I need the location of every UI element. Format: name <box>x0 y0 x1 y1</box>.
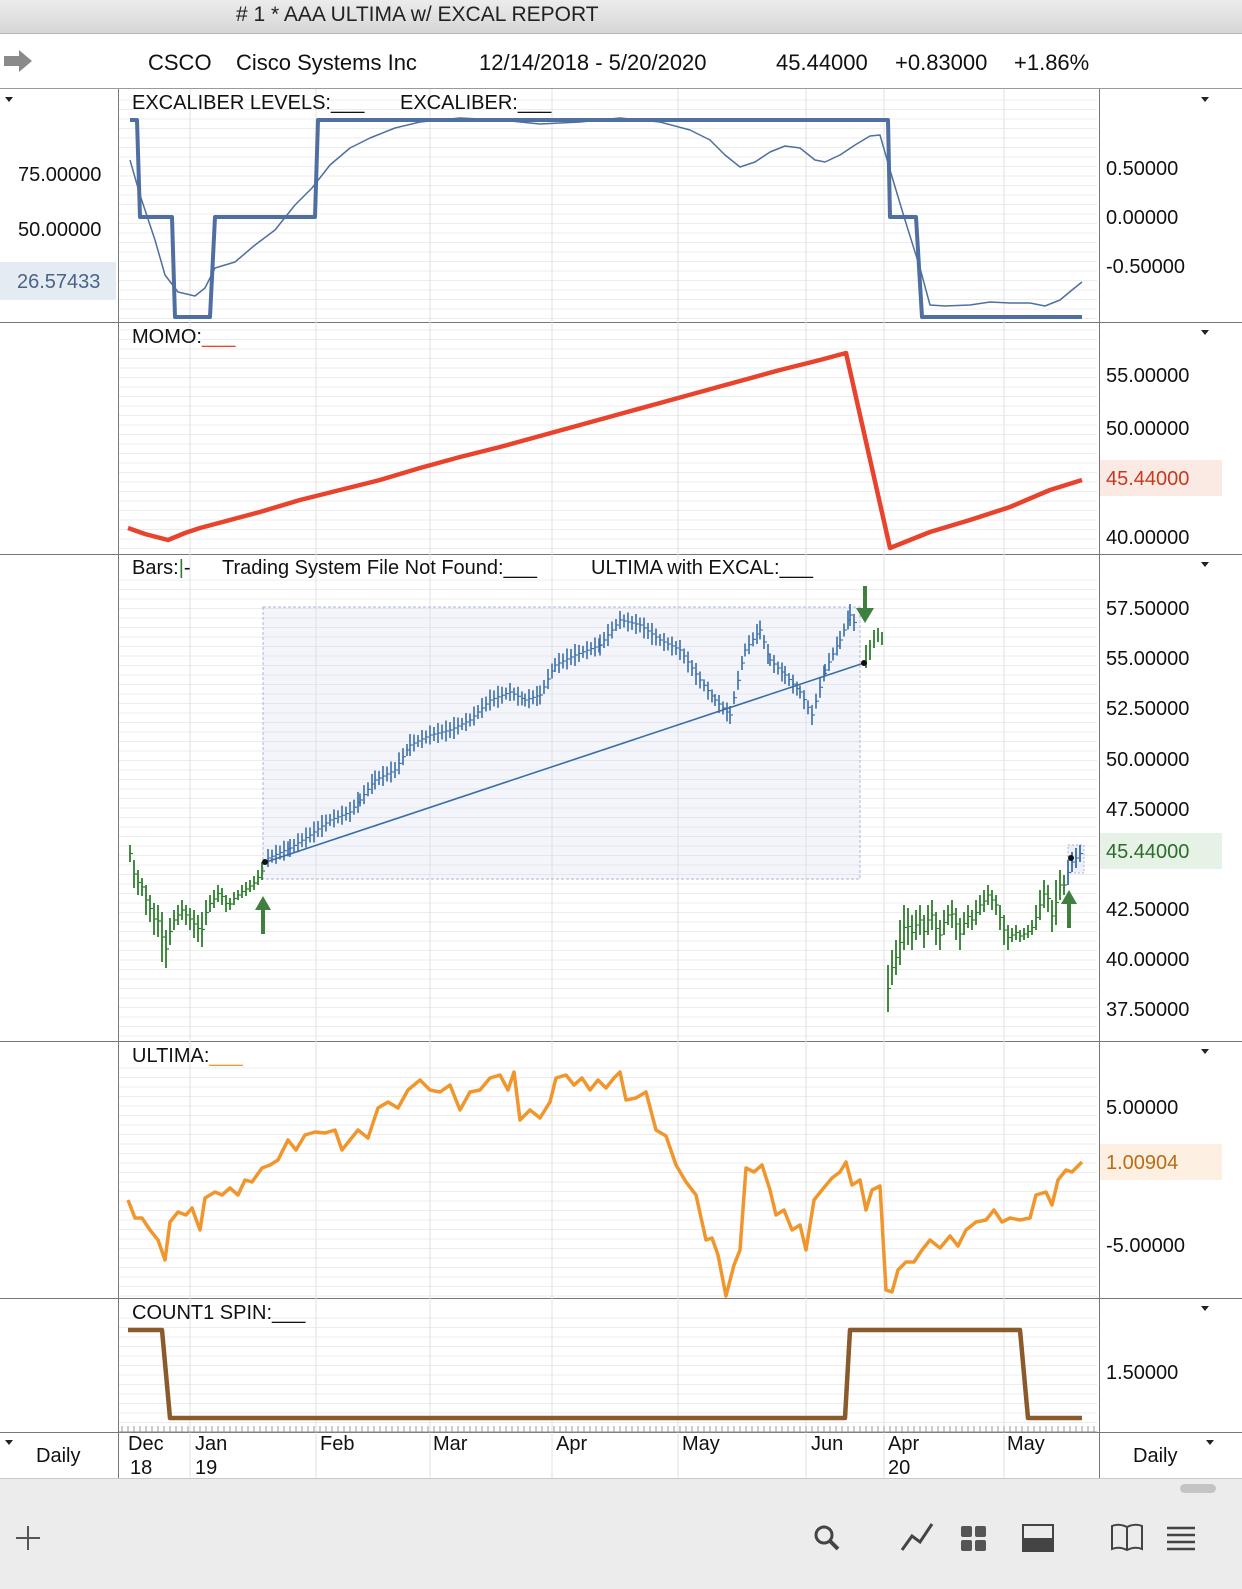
count1-menu-icon[interactable] <box>1201 1306 1209 1311</box>
count1-line <box>128 1327 1082 1421</box>
bars-title: Bars:|- <box>132 557 191 579</box>
momo-right-label: 50.00000 <box>1106 418 1190 440</box>
count1-right-label: 1.50000 <box>1106 1362 1179 1384</box>
search-icon[interactable] <box>812 1523 842 1553</box>
excal-right-label: 0.00000 <box>1106 207 1179 229</box>
excal-left-menu-icon[interactable] <box>5 97 13 102</box>
excal-right-label: -0.50000 <box>1106 256 1185 278</box>
percent-change: +1.86% <box>1014 50 1090 75</box>
excal-line <box>129 117 1083 307</box>
book-icon[interactable] <box>1110 1522 1144 1552</box>
buy-arrow-icon <box>1061 890 1077 904</box>
x-year-label: 20 <box>888 1457 911 1479</box>
count1-title: COUNT1 SPIN:___ <box>132 1302 306 1324</box>
panel-excal <box>0 89 1242 323</box>
ultima-right-label: 5.00000 <box>1106 1097 1179 1119</box>
momo-right-label: 40.00000 <box>1106 527 1190 549</box>
menu-icon[interactable] <box>1166 1525 1196 1551</box>
date-range: 12/14/2018 - 5/20/2020 <box>479 50 707 75</box>
plus-icon[interactable] <box>14 1524 42 1552</box>
excal-menu-icon[interactable] <box>1201 97 1209 102</box>
x-year-label: 18 <box>130 1457 153 1479</box>
panel-ultima <box>0 1042 1242 1299</box>
ultima-highlight-bg <box>1100 1144 1222 1180</box>
symbol-name: Cisco Systems Inc <box>236 50 417 75</box>
tsf-title: Trading System File Not Found:___ <box>222 557 537 579</box>
bars-highlight-bg <box>1100 833 1222 869</box>
period-right-label[interactable]: Daily <box>1133 1445 1178 1467</box>
symbol-header: CSCO Cisco Systems Inc 12/14/2018 - 5/20… <box>0 34 1242 89</box>
bars-right-label: 57.50000 <box>1106 598 1190 620</box>
x-month-label: May <box>682 1433 720 1455</box>
panel-momo <box>0 323 1242 555</box>
momo-right-highlight: 45.44000 <box>1106 468 1190 490</box>
bars-right-label: 50.00000 <box>1106 749 1190 771</box>
pivot-marker <box>861 660 867 666</box>
plot-frame <box>118 89 1100 1478</box>
bars-right-highlight: 45.44000 <box>1106 841 1190 863</box>
excal-title: EXCALIBER:___ <box>400 92 552 114</box>
period-left-menu-icon[interactable] <box>5 1440 13 1445</box>
bars-right-label: 40.00000 <box>1106 949 1190 971</box>
ultima-excal-title: ULTIMA with EXCAL:___ <box>591 557 813 579</box>
buy-arrow-icon <box>255 896 271 910</box>
excal-levels-title: EXCALIBER LEVELS:___ <box>132 92 365 114</box>
bars-right-label: 42.50000 <box>1106 899 1190 921</box>
sell-arrow-icon <box>856 608 874 623</box>
excal-left-highlight: 26.57433 <box>17 271 101 293</box>
bars-menu-icon[interactable] <box>1201 562 1209 567</box>
bars-right-label: 47.50000 <box>1106 799 1190 821</box>
excal-levels-line <box>130 118 1082 319</box>
panel-bars <box>0 555 1242 1042</box>
excal-right-label: 0.50000 <box>1106 158 1179 180</box>
pivot-marker <box>1068 855 1074 861</box>
x-year-label: 19 <box>195 1457 218 1479</box>
ultima-menu-icon[interactable] <box>1201 1049 1209 1054</box>
x-month-label: Feb <box>320 1433 355 1455</box>
ultima-title: ULTIMA:___ <box>132 1045 243 1067</box>
trendline <box>265 662 865 863</box>
symbol-ticker: CSCO <box>148 50 212 75</box>
momo-menu-icon[interactable] <box>1201 330 1209 335</box>
x-month-label: Dec <box>128 1433 164 1455</box>
bars-right-label: 37.50000 <box>1106 999 1190 1021</box>
arrow-right-icon[interactable] <box>4 50 32 72</box>
momo-highlight-bg <box>1100 460 1222 496</box>
x-month-label: Mar <box>433 1433 468 1455</box>
x-month-label: Jan <box>195 1433 228 1455</box>
window-titlebar: # 1 * AAA ULTIMA w/ EXCAL REPORT <box>0 0 1242 34</box>
selection-box <box>262 606 861 880</box>
x-month-label: Apr <box>888 1433 920 1455</box>
x-month-label: Jun <box>811 1433 844 1455</box>
period-left-label[interactable]: Daily <box>36 1445 81 1467</box>
ultima-right-label: -5.00000 <box>1106 1235 1185 1257</box>
scrollbar-thumb[interactable] <box>1180 1484 1216 1493</box>
ultima-line <box>126 1070 1084 1298</box>
grid-icon[interactable] <box>960 1525 988 1553</box>
period-right-menu-icon[interactable] <box>1206 1440 1214 1445</box>
excal-left-highlight-bg <box>0 262 116 300</box>
panel-icon[interactable] <box>1022 1524 1054 1552</box>
momo-right-label: 55.00000 <box>1106 365 1190 387</box>
last-price: 45.44000 <box>776 50 868 75</box>
bars-right-label: 55.00000 <box>1106 648 1190 670</box>
price-change: +0.83000 <box>895 50 988 75</box>
ultima-right-highlight: 1.00904 <box>1106 1152 1179 1174</box>
momo-title: MOMO:___ <box>132 326 236 348</box>
bars-right-label: 52.50000 <box>1106 698 1190 720</box>
x-month-label: Apr <box>556 1433 588 1455</box>
pivot-marker <box>262 859 268 865</box>
x-month-label: May <box>1007 1433 1045 1455</box>
excal-left-label: 75.00000 <box>18 164 102 186</box>
line-chart-icon[interactable] <box>900 1520 934 1554</box>
bottom-toolbar <box>0 1478 1242 1589</box>
momo-line <box>127 350 1083 551</box>
window-title: # 1 * AAA ULTIMA w/ EXCAL REPORT <box>236 3 599 26</box>
excal-left-label: 50.00000 <box>18 219 102 241</box>
